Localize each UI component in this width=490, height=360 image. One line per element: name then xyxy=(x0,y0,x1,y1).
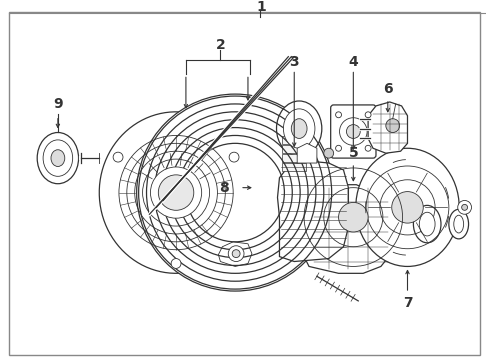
Circle shape xyxy=(346,125,360,138)
Circle shape xyxy=(137,94,334,291)
Bar xyxy=(282,136,306,144)
Ellipse shape xyxy=(37,132,78,184)
Circle shape xyxy=(336,145,342,151)
Polygon shape xyxy=(219,242,252,266)
Ellipse shape xyxy=(291,119,307,138)
Bar xyxy=(282,154,306,162)
Text: 6: 6 xyxy=(383,82,392,96)
Text: 2: 2 xyxy=(216,38,225,52)
Ellipse shape xyxy=(283,109,315,148)
Ellipse shape xyxy=(454,215,464,233)
Polygon shape xyxy=(368,102,408,153)
Text: 4: 4 xyxy=(348,55,358,69)
Circle shape xyxy=(458,201,471,214)
Circle shape xyxy=(228,246,244,261)
FancyBboxPatch shape xyxy=(331,105,376,158)
Text: 7: 7 xyxy=(403,296,412,310)
Circle shape xyxy=(229,152,239,162)
Circle shape xyxy=(339,202,368,232)
Ellipse shape xyxy=(51,150,65,166)
Polygon shape xyxy=(277,161,348,261)
Polygon shape xyxy=(99,112,253,273)
Ellipse shape xyxy=(449,209,468,239)
Text: 8: 8 xyxy=(220,181,229,195)
Text: 3: 3 xyxy=(290,55,299,69)
Ellipse shape xyxy=(356,148,459,266)
Circle shape xyxy=(340,118,367,145)
Circle shape xyxy=(232,250,240,257)
Text: 5: 5 xyxy=(348,146,358,160)
Circle shape xyxy=(365,145,371,151)
Circle shape xyxy=(150,167,202,218)
Circle shape xyxy=(336,112,342,118)
Circle shape xyxy=(392,192,423,223)
Text: 1: 1 xyxy=(257,0,267,14)
Ellipse shape xyxy=(414,206,441,243)
Ellipse shape xyxy=(419,212,435,236)
Polygon shape xyxy=(297,143,317,163)
Bar xyxy=(282,145,306,153)
Ellipse shape xyxy=(43,140,73,176)
Circle shape xyxy=(113,152,123,162)
Text: 9: 9 xyxy=(53,97,63,111)
Bar xyxy=(282,163,306,171)
Circle shape xyxy=(171,258,181,269)
Circle shape xyxy=(462,204,467,210)
Ellipse shape xyxy=(276,101,322,156)
Polygon shape xyxy=(299,185,396,273)
Circle shape xyxy=(324,148,334,158)
Circle shape xyxy=(158,175,194,210)
Circle shape xyxy=(365,112,371,118)
Circle shape xyxy=(386,119,400,132)
